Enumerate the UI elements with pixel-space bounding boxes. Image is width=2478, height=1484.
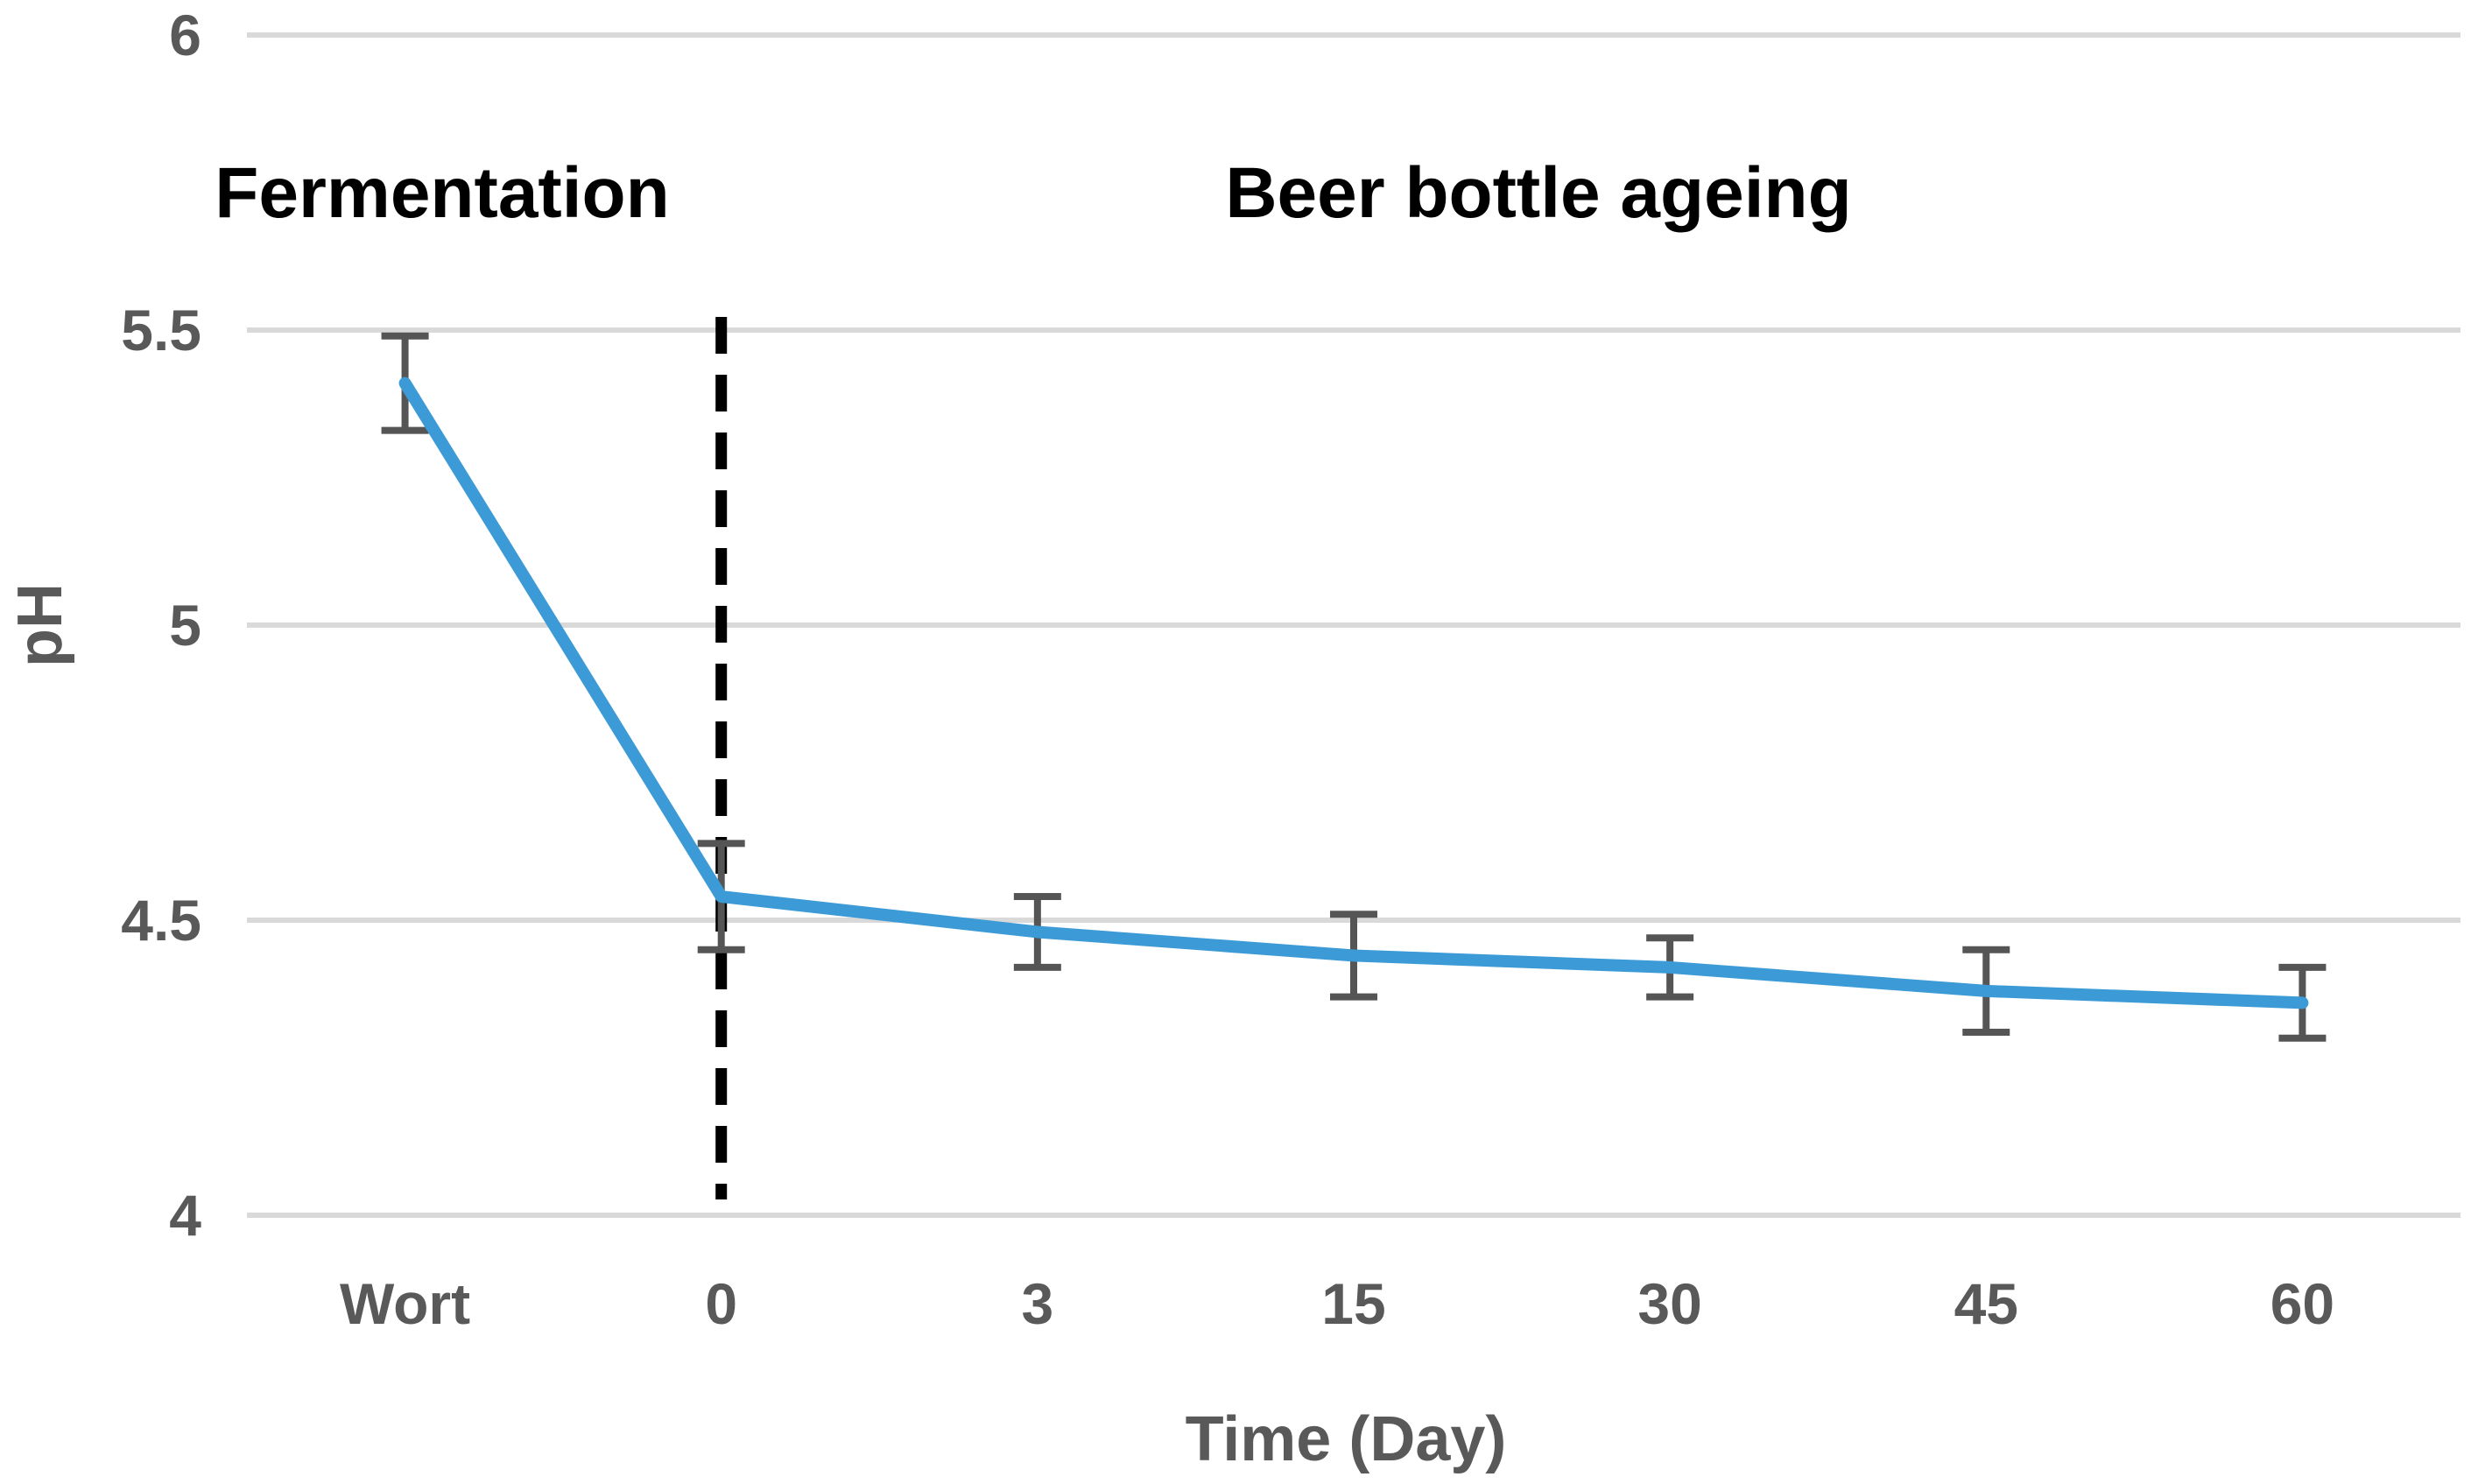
x-axis-title: Time (Day) [1186,1404,1507,1474]
x-tick-label: 30 [1637,1271,1701,1336]
x-tick-label: 45 [1954,1271,2018,1336]
y-tick-label: 5 [169,593,201,658]
y-tick-label: 5.5 [121,298,201,362]
y-tick-label: 4.5 [121,888,201,953]
y-axis-tick-labels: 4 4.5 5 5.5 6 [121,3,201,1248]
annotation-beer-bottle-ageing: Beer bottle ageing [1225,153,1851,233]
annotation-fermentation: Fermentation [215,153,669,233]
x-tick-label: 15 [1321,1271,1385,1336]
error-bars [381,332,2327,1042]
x-tick-label: 0 [705,1271,737,1336]
gridlines [247,32,2460,1218]
ph-series-line [398,376,2309,1009]
y-tick-label: 6 [169,3,201,67]
x-tick-label: 60 [2270,1271,2334,1336]
x-tick-label: Wort [340,1271,470,1336]
x-tick-label: 3 [1021,1271,1053,1336]
y-axis-title: pH [5,583,75,667]
x-axis-tick-labels: Wort 0 3 15 30 45 60 [340,1271,2334,1336]
y-tick-label: 4 [169,1183,201,1248]
